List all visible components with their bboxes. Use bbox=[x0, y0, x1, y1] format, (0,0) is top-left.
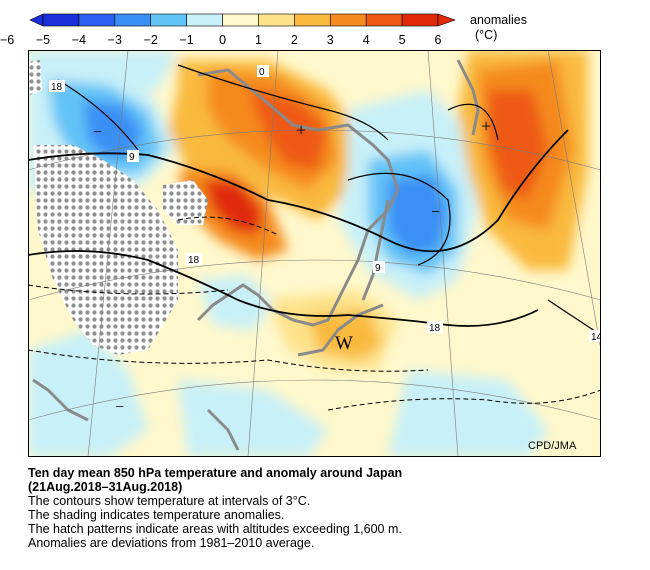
caption-line: The shading indicates temperature anomal… bbox=[28, 508, 285, 522]
colorbar-segment bbox=[42, 13, 80, 27]
contour-label: 14 bbox=[591, 332, 601, 343]
warm-w-symbol: W bbox=[335, 333, 353, 354]
legend-unit: (°C) bbox=[475, 28, 497, 42]
colorbar-segment bbox=[222, 13, 259, 27]
caption-line: The contours show temperature at interva… bbox=[28, 494, 311, 508]
colorbar-left-arrow bbox=[29, 13, 44, 27]
minus-symbol: − bbox=[115, 399, 124, 416]
contour-label: 9 bbox=[375, 263, 381, 274]
colorbar-ticks: −6 −5 −4 −3 −2 −1 0 1 2 3 4 5 6 bbox=[0, 33, 442, 47]
hatch-mongolia bbox=[163, 180, 208, 225]
colorbar-tick-label: 1 bbox=[255, 33, 262, 47]
anomaly-shading bbox=[28, 50, 588, 457]
figure-caption: Ten day mean 850 hPa temperature and ano… bbox=[28, 466, 628, 550]
colorbar-segments bbox=[42, 13, 439, 27]
colorbar-tick-label: 0 bbox=[219, 33, 226, 47]
colorbar-tick-label: 4 bbox=[363, 33, 370, 47]
colorbar-tick-label: −3 bbox=[108, 33, 122, 47]
anomaly-colorbar: −6 −5 −4 −3 −2 −1 0 1 2 3 4 5 6 anomalies (°C) bbox=[0, 13, 527, 47]
colorbar-segment bbox=[401, 13, 439, 27]
colorbar-tick-label: −1 bbox=[180, 33, 194, 47]
contour-label: 18 bbox=[429, 323, 441, 334]
plus-symbol: + bbox=[481, 116, 491, 136]
colorbar-segment bbox=[78, 13, 116, 27]
colorbar-segment bbox=[294, 13, 331, 27]
caption-period: (21Aug.2018–31Aug.2018) bbox=[28, 480, 183, 494]
colorbar-segment bbox=[329, 13, 367, 27]
colorbar-tick-label: −4 bbox=[72, 33, 86, 47]
colorbar-segment bbox=[186, 13, 223, 27]
colorbar-tick-label: −5 bbox=[36, 33, 50, 47]
colorbar-segment bbox=[114, 13, 152, 27]
legend-label: anomalies bbox=[470, 13, 527, 27]
contour-label: 9 bbox=[129, 152, 135, 163]
minus-symbol: − bbox=[431, 204, 440, 221]
colorbar-tick-label: 2 bbox=[291, 33, 298, 47]
map-credit: CPD/JMA bbox=[528, 440, 577, 452]
map-symbols: + + − − − W bbox=[93, 116, 491, 416]
colorbar-segment bbox=[150, 13, 187, 27]
contour-label: 18 bbox=[51, 82, 63, 93]
temperature-anomaly-map: 0 18 9 18 9 18 14 + + − − − W CPD/JMA bbox=[28, 50, 601, 457]
hatch-north bbox=[28, 60, 42, 95]
contour-label: 0 bbox=[259, 67, 265, 78]
colorbar-right-arrow bbox=[437, 13, 456, 27]
contour-label: 18 bbox=[188, 255, 200, 266]
colorbar-tick-label: −6 bbox=[0, 33, 14, 47]
colorbar-tick-label: 6 bbox=[435, 33, 442, 47]
colorbar-segment bbox=[365, 13, 403, 27]
hatch-tibet bbox=[33, 145, 178, 355]
contour-labels: 0 18 9 18 9 18 14 bbox=[49, 65, 601, 343]
colorbar-tick-label: 5 bbox=[399, 33, 406, 47]
colorbar-segment bbox=[258, 13, 295, 27]
colorbar-tick-label: −2 bbox=[144, 33, 158, 47]
caption-line: Anomalies are deviations from 1981–2010 … bbox=[28, 536, 315, 550]
temperature-contours bbox=[28, 64, 601, 411]
caption-line: The hatch patterns indicate areas with a… bbox=[28, 522, 402, 536]
minus-symbol: − bbox=[93, 124, 102, 141]
map-frame bbox=[28, 50, 601, 457]
plus-symbol: + bbox=[296, 120, 306, 140]
caption-title: Ten day mean 850 hPa temperature and ano… bbox=[28, 466, 403, 480]
colorbar-tick-label: 3 bbox=[327, 33, 334, 47]
